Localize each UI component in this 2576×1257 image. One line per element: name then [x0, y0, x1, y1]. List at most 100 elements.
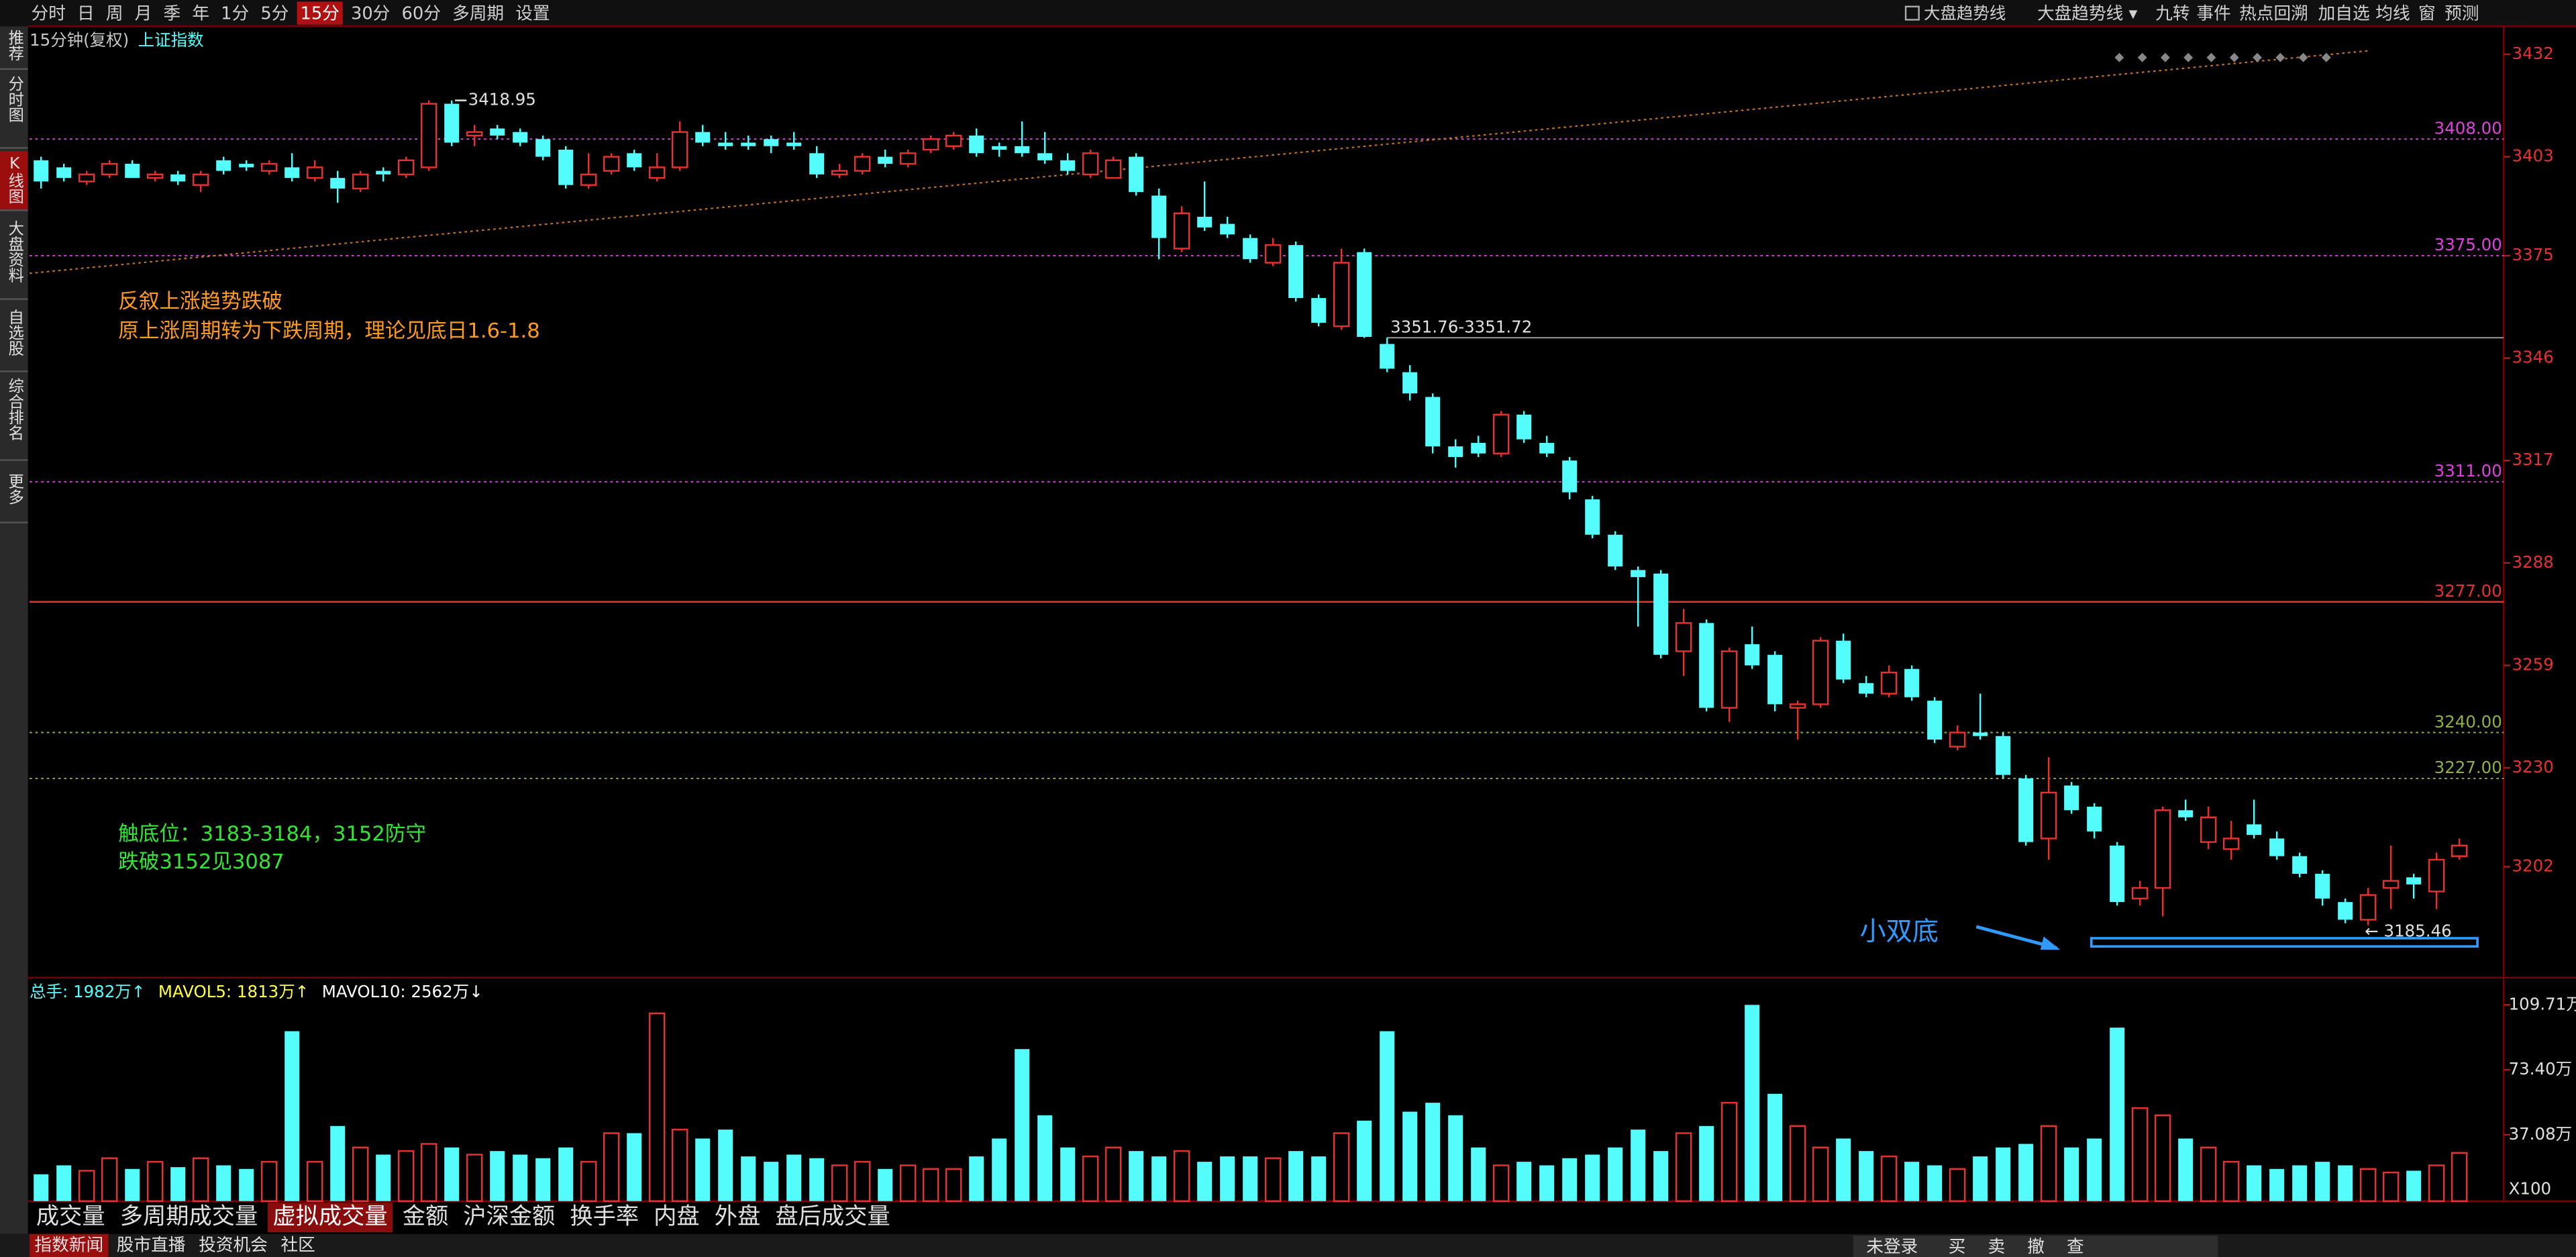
- indicator-tab[interactable]: 金额: [403, 1203, 449, 1230]
- candle-body: [2247, 824, 2262, 836]
- candle-body: [878, 156, 893, 164]
- candle-body: [420, 103, 437, 168]
- volume-bar: [1357, 1120, 1372, 1201]
- period-tab[interactable]: 5分: [260, 3, 289, 23]
- candle-body: [1333, 262, 1350, 328]
- candle-body: [2064, 785, 2079, 811]
- trade-button[interactable]: 未登录: [1866, 1237, 1918, 1257]
- period-tab[interactable]: 设置: [515, 3, 550, 23]
- candle-body: [2451, 844, 2468, 857]
- period-tab[interactable]: 周: [106, 3, 123, 23]
- toolbar-button[interactable]: 均线: [2375, 3, 2410, 23]
- period-tab[interactable]: 多周期: [452, 3, 504, 23]
- pattern-label: 小双底: [1860, 917, 1939, 947]
- indicator-tab[interactable]: 外盘: [715, 1203, 761, 1230]
- footer-link[interactable]: 投资机会: [199, 1235, 268, 1255]
- checkbox[interactable]: [1904, 5, 1920, 21]
- toolbar-button[interactable]: 事件: [2196, 3, 2230, 23]
- candle-body: [2292, 856, 2308, 874]
- volume-bar: [1880, 1155, 1898, 1202]
- volume-bar: [285, 1031, 300, 1201]
- toolbar-button[interactable]: 窗: [2418, 3, 2436, 23]
- period-tab[interactable]: 15分: [301, 3, 340, 23]
- trade-button[interactable]: 买: [1949, 1237, 1966, 1257]
- candle-body: [1173, 212, 1190, 250]
- sidebar-tab[interactable]: 更多: [5, 473, 23, 505]
- volume-bar: [1288, 1151, 1304, 1201]
- volume-bar: [376, 1154, 391, 1201]
- sidebar-tab[interactable]: 大盘资料: [5, 220, 24, 283]
- toolbar-button[interactable]: 大盘趋势线 ▾: [2037, 3, 2138, 23]
- candle-body: [899, 152, 917, 165]
- volume-bar: [1653, 1151, 1669, 1201]
- volume-bar: [1767, 1093, 1783, 1201]
- volume-bar: [1129, 1151, 1144, 1201]
- period-tab[interactable]: 日: [77, 3, 95, 23]
- indicator-tab[interactable]: 盘后成交量: [775, 1203, 890, 1230]
- footer-link[interactable]: 社区: [280, 1235, 315, 1255]
- sidebar-tab[interactable]: 分时图: [5, 76, 23, 123]
- footer-link[interactable]: 股市直播: [117, 1235, 186, 1255]
- volume-bar: [2451, 1152, 2468, 1202]
- candle-body: [1104, 159, 1122, 179]
- period-tab[interactable]: 30分: [351, 3, 390, 23]
- annotation: 跌破3152见3087: [118, 850, 285, 874]
- volume-bar: [764, 1162, 779, 1201]
- sidebar-tab[interactable]: 综合排名: [5, 378, 24, 440]
- toolbar-button[interactable]: 九转: [2155, 3, 2189, 23]
- annotation: 触底位：3183-3184，3152防守: [118, 822, 426, 846]
- indicator-tab[interactable]: 换手率: [570, 1203, 639, 1230]
- candle-body: [1996, 736, 2011, 775]
- volume-bar: [2359, 1168, 2377, 1202]
- sidebar-tab[interactable]: 自选股: [5, 309, 24, 356]
- indicator-tab[interactable]: 沪深金额: [463, 1203, 555, 1230]
- indicator-tab[interactable]: 成交量: [36, 1203, 105, 1230]
- volume-bar: [34, 1174, 49, 1201]
- trend-checkbox-label[interactable]: 大盘趋势线: [1924, 3, 2006, 23]
- period-tab[interactable]: 月: [135, 3, 152, 23]
- volume-bar: [1333, 1132, 1350, 1202]
- volume-bar: [1151, 1156, 1167, 1201]
- toolbar-button[interactable]: 预测: [2444, 3, 2479, 23]
- candle-body: [490, 128, 505, 136]
- toolbar-button[interactable]: 热点回溯: [2239, 3, 2308, 23]
- trade-button[interactable]: 撤: [2027, 1237, 2045, 1257]
- y-tick-label: 3230: [2512, 757, 2554, 776]
- y-tick-label: 3432: [2512, 44, 2554, 63]
- period-tab[interactable]: 年: [192, 3, 209, 23]
- volume-bar: [695, 1138, 711, 1201]
- volume-bar: [1720, 1101, 1738, 1202]
- volume-bar: [1973, 1156, 1988, 1201]
- trade-button[interactable]: 卖: [1988, 1237, 2005, 1257]
- period-tab-active: [297, 1, 343, 25]
- candle-body: [1631, 570, 1646, 577]
- candle-body: [1288, 245, 1304, 299]
- candle-body: [1539, 442, 1555, 454]
- volume-bar: [1516, 1162, 1532, 1201]
- volume-bar: [1220, 1156, 1235, 1201]
- indicator-tab[interactable]: 多周期成交量: [120, 1203, 258, 1230]
- candle-body: [170, 174, 186, 182]
- sidebar-tab[interactable]: K线图: [5, 154, 23, 204]
- candle-body: [2338, 902, 2353, 920]
- trade-button[interactable]: 查: [2067, 1237, 2084, 1257]
- candle-body: [1425, 397, 1441, 447]
- period-tab[interactable]: 60分: [402, 3, 441, 23]
- indicator-tab[interactable]: 内盘: [654, 1203, 700, 1230]
- period-tab[interactable]: 季: [164, 3, 181, 23]
- candle-body: [1699, 623, 1714, 708]
- candle-body: [1745, 644, 1760, 666]
- period-tab[interactable]: 分时: [32, 3, 66, 23]
- volume-bar: [2315, 1162, 2330, 1201]
- candle-body: [1380, 344, 1395, 369]
- toolbar-button[interactable]: 加自选: [2318, 3, 2370, 23]
- sidebar-tab[interactable]: 推荐: [5, 30, 24, 61]
- volume-bar: [648, 1012, 666, 1202]
- y-tick-label: 3259: [2512, 654, 2554, 674]
- period-tab[interactable]: 1分: [221, 3, 249, 23]
- indicator-tab[interactable]: 虚拟成交量: [272, 1203, 387, 1230]
- footer-link[interactable]: 指数新闻: [34, 1235, 103, 1255]
- volume-bar: [945, 1168, 962, 1202]
- volume-bar: [922, 1168, 939, 1202]
